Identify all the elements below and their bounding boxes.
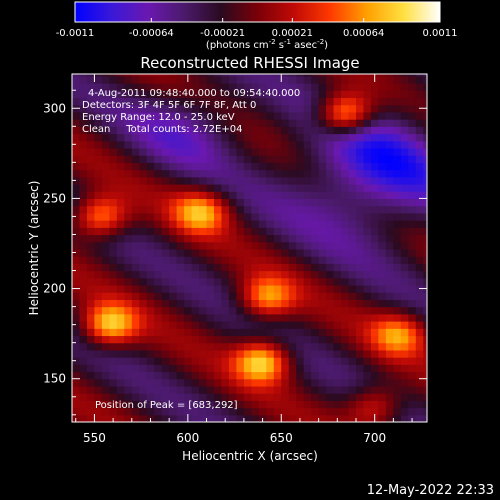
colorbar-tick-label: 0.0011 xyxy=(423,28,458,39)
footer-timestamp: 12-May-2022 22:33 xyxy=(367,483,494,498)
annotation-energy: Energy Range: 12.0 - 25.0 keV xyxy=(82,112,235,123)
x-tick-label: 550 xyxy=(83,431,106,445)
colorbar-tick-label: 0.00064 xyxy=(343,28,384,39)
colorbar xyxy=(74,1,441,23)
colorbar-tick-label: -0.00064 xyxy=(129,28,174,39)
annotation-time-range: 4-Aug-2011 09:48:40.000 to 09:54:40.000 xyxy=(88,88,300,99)
x-tick-label: 650 xyxy=(270,431,293,445)
x-tick-label: 600 xyxy=(176,431,199,445)
x-axis-ticks: 550 600 650 700 xyxy=(75,74,413,445)
y-tick-label: 200 xyxy=(43,282,66,296)
x-axis-label: Heliocentric X (arcsec) xyxy=(182,449,318,463)
y-tick-label: 250 xyxy=(43,191,66,205)
colorbar-ticks: -0.0011 -0.00064 -0.00021 0.00021 0.00064 0.0… xyxy=(56,18,458,39)
y-tick-label: 300 xyxy=(43,101,66,115)
plot-frame xyxy=(71,73,428,423)
y-axis-label: Heliocentric Y (arcsec) xyxy=(27,181,41,316)
colorbar-units: (photons cm-2 s-1 asec-2) xyxy=(206,38,328,51)
colorbar-tick-label: 0.00021 xyxy=(272,28,313,39)
y-tick-label: 150 xyxy=(43,372,66,386)
annotation-clean: Clean Total counts: 2.72E+04 xyxy=(82,124,242,135)
y-axis-ticks: 150 200 250 300 xyxy=(43,89,427,416)
annotation-peak: Position of Peak = [683,292] xyxy=(95,400,238,411)
x-tick-label: 700 xyxy=(363,431,386,445)
colorbar-tick-label: -0.0011 xyxy=(56,28,95,39)
chart-title: Reconstructed RHESSI Image xyxy=(140,54,359,72)
annotation-detectors: Detectors: 3F 4F 5F 6F 7F 8F, Att 0 xyxy=(82,100,256,111)
colorbar-tick-label: -0.00021 xyxy=(200,28,245,39)
